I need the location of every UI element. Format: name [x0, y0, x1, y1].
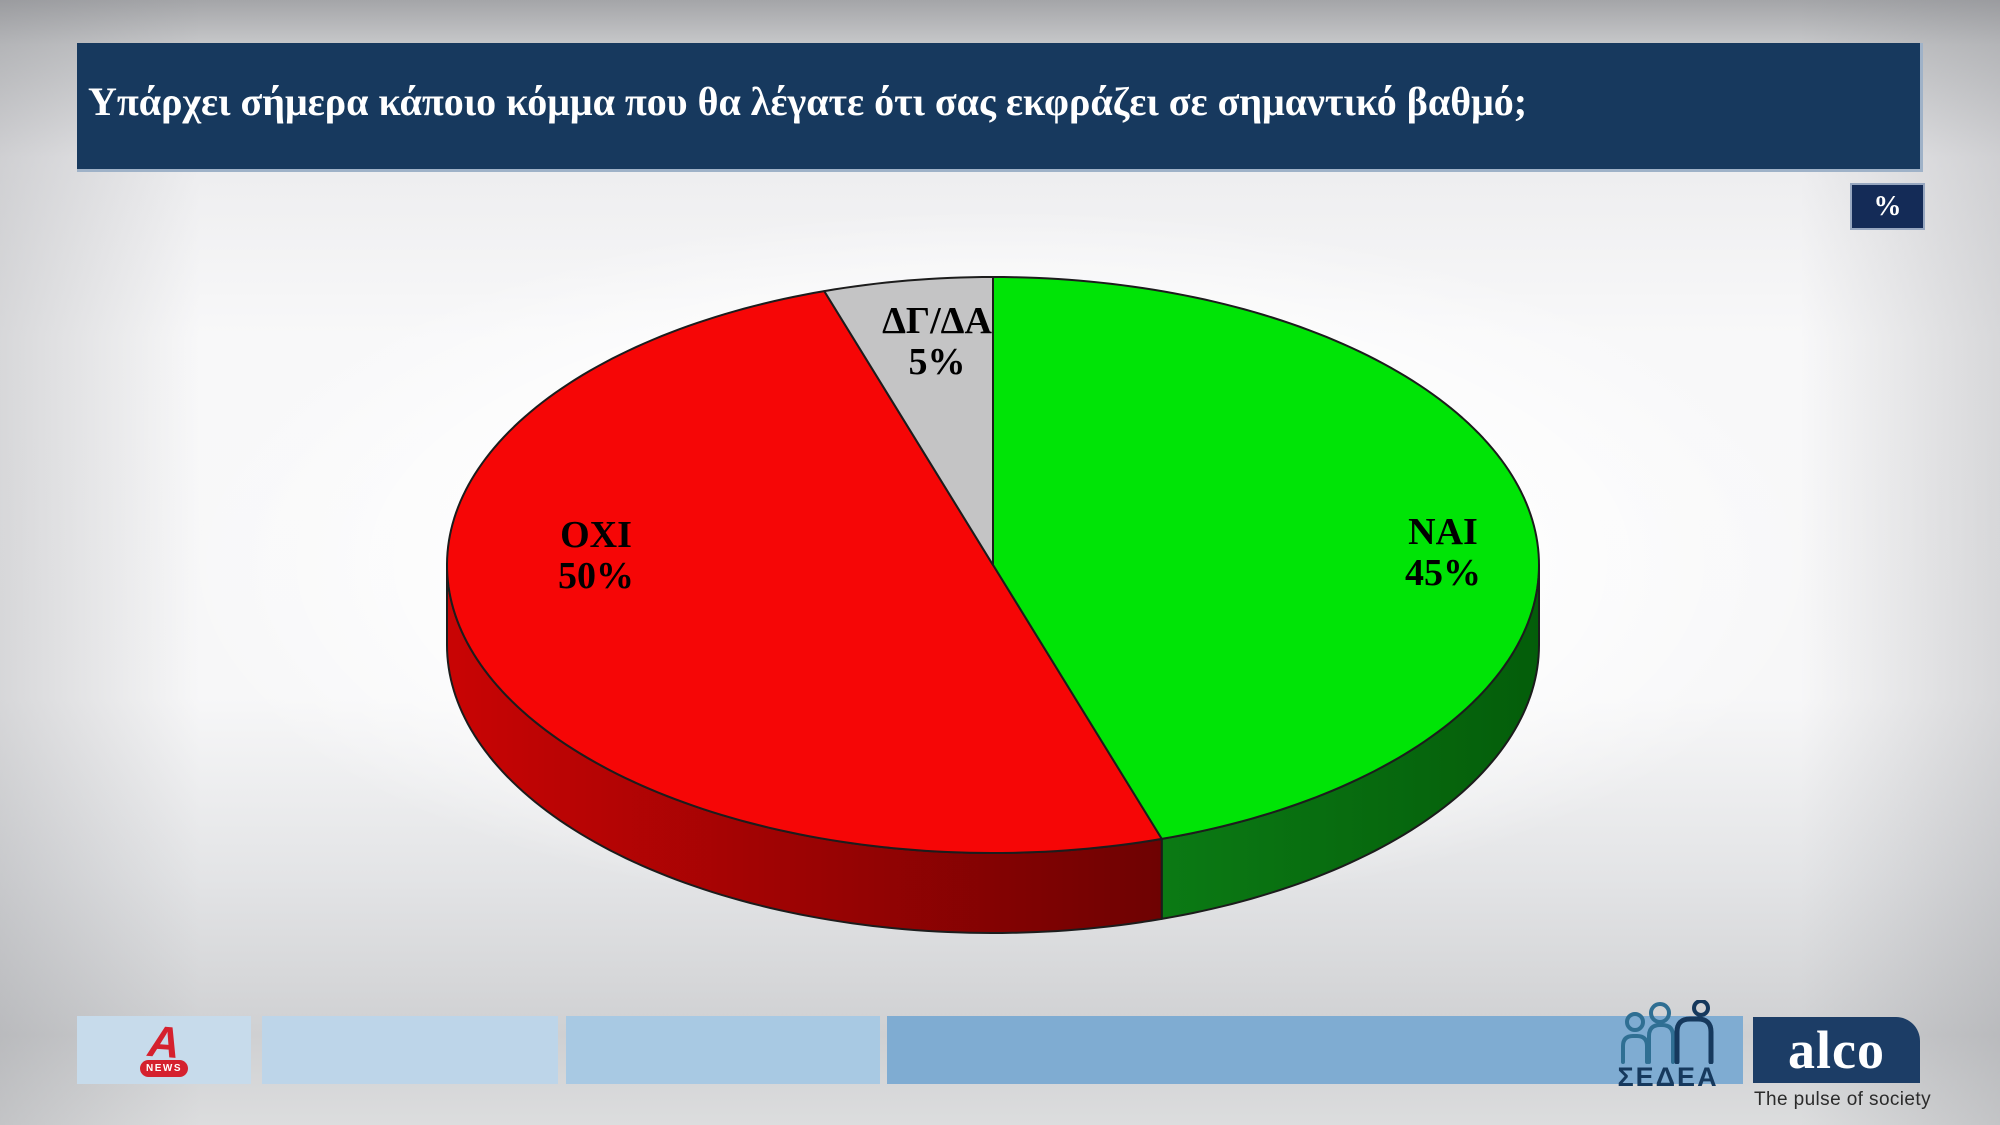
- alco-tagline: The pulse of society: [1754, 1089, 1931, 1110]
- pie-slice-0: [992, 276, 1540, 840]
- footer-cell-2: [262, 1016, 558, 1084]
- alpha-news-logo: A NEWS: [77, 1016, 251, 1084]
- alco-logo: alco: [1753, 1017, 1920, 1083]
- unit-badge-label: %: [1873, 190, 1902, 222]
- unit-badge: %: [1850, 183, 1925, 230]
- sedea-people-icon: [1621, 1000, 1714, 1064]
- alco-wordmark: alco: [1788, 1020, 1885, 1080]
- pie-slice-2: [823, 276, 994, 566]
- sedea-label: ΣΕΔΕΑ: [1617, 1062, 1719, 1092]
- sedea-logo: ΣΕΔΕΑ: [1586, 1000, 1750, 1095]
- title-bar: Υπάρχει σήμερα κάποιο κόμμα που θα λέγατ…: [77, 43, 1923, 172]
- pie-slice-1: [446, 290, 1163, 854]
- alpha-news-badge-label: NEWS: [146, 1062, 182, 1074]
- footer-cell-4: [887, 1016, 1743, 1084]
- footer-cell-3: [566, 1016, 880, 1084]
- alpha-news-badge: NEWS: [140, 1059, 188, 1077]
- alpha-letter-icon: A: [146, 1016, 182, 1068]
- page-title: Υπάρχει σήμερα κάποιο κόμμα που θα λέγατ…: [88, 78, 1528, 124]
